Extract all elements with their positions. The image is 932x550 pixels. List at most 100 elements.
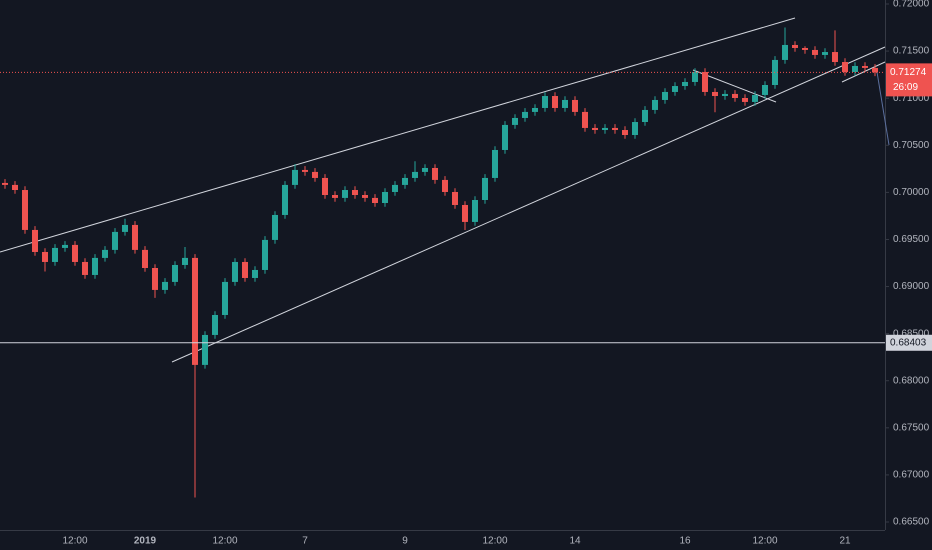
projection-line <box>876 71 890 146</box>
candle-body <box>232 261 238 282</box>
candle-body <box>142 249 148 268</box>
y-tick-label: 0.66500 <box>893 517 930 528</box>
candle-body <box>822 52 828 55</box>
candle-body <box>192 257 198 365</box>
candle-body <box>562 99 568 108</box>
candle-body <box>852 65 858 72</box>
candle-body <box>792 44 798 48</box>
candle-body <box>272 214 278 240</box>
y-tick-label: 0.67500 <box>893 422 930 433</box>
candle-body <box>662 91 668 100</box>
x-tick-label: 9 <box>402 536 408 547</box>
candle-body <box>762 84 768 95</box>
y-tick-label: 0.70000 <box>893 187 930 198</box>
candle-body <box>2 182 8 185</box>
candle-body <box>542 96 548 108</box>
candle-body <box>592 127 598 131</box>
candle-body <box>82 261 88 275</box>
candle-body <box>312 171 318 178</box>
candle-body <box>202 334 208 365</box>
y-tick-label: 0.68500 <box>893 328 930 339</box>
candle-body <box>742 97 748 102</box>
x-tick-label: 21 <box>839 536 851 547</box>
x-tick-label: 12:00 <box>62 536 87 547</box>
candle-body <box>482 177 488 200</box>
candle-body <box>102 249 108 258</box>
candle-body <box>282 184 288 215</box>
candle-body <box>872 67 878 73</box>
candle-body <box>752 94 758 102</box>
candle-body <box>32 229 38 252</box>
candle-body <box>832 52 838 63</box>
candle-body <box>552 96 558 108</box>
candle-body <box>22 190 28 230</box>
countdown-label: 26:09 <box>893 82 918 93</box>
candle-body <box>352 190 358 196</box>
trendlines <box>0 17 886 363</box>
y-tick-label: 0.67000 <box>893 470 930 481</box>
x-tick-label: 2019 <box>134 536 157 547</box>
candle-body <box>222 281 228 315</box>
candle-body <box>162 281 168 290</box>
candle-body <box>492 149 498 178</box>
candle-body <box>262 239 268 270</box>
candle-body <box>212 314 218 335</box>
candle-body <box>302 169 308 172</box>
candle-body <box>612 127 618 131</box>
y-tick-label: 0.71500 <box>893 46 930 57</box>
y-tick-label: 0.71000 <box>893 93 930 104</box>
current-price-box <box>886 63 932 97</box>
candle-body <box>432 167 438 180</box>
x-tick-label: 12:00 <box>212 536 237 547</box>
candle-body <box>322 177 328 196</box>
candle-body <box>452 191 458 205</box>
candle-body <box>632 122 638 136</box>
x-tick-label: 14 <box>569 536 581 547</box>
y-tick-label: 0.69000 <box>893 281 930 292</box>
candle-body <box>242 261 248 278</box>
candle-body <box>462 204 468 222</box>
candle-body <box>732 93 738 98</box>
candle-body <box>622 130 628 136</box>
candle-body <box>392 184 398 192</box>
candle-body <box>112 231 118 250</box>
candle-body <box>502 124 508 150</box>
y-tick-label: 0.72000 <box>893 0 930 10</box>
level-label-box <box>886 334 932 351</box>
candle-body <box>472 199 478 222</box>
candle-body <box>532 107 538 112</box>
candle-body <box>522 111 528 118</box>
candle-body <box>692 71 698 82</box>
candle-body <box>372 197 378 204</box>
candle-body <box>722 93 728 97</box>
wedge-line <box>841 61 886 83</box>
candle-body <box>712 91 718 97</box>
candle-body <box>42 251 48 262</box>
candle-body <box>122 224 128 232</box>
candle-body <box>52 247 58 262</box>
candle-body <box>172 264 178 282</box>
candle-body <box>12 184 18 191</box>
candle-body <box>362 195 368 198</box>
y-tick-label: 0.68000 <box>893 375 930 386</box>
candle-body <box>72 244 78 262</box>
candle-body <box>642 109 648 123</box>
current-price-label: 0.71274 <box>890 67 927 78</box>
candle-body <box>842 62 848 72</box>
candle-body <box>92 257 98 275</box>
candle-body <box>512 117 518 125</box>
candle-body <box>422 167 428 172</box>
x-tick-label: 12:00 <box>752 536 777 547</box>
candle-body <box>412 171 418 178</box>
y-tick-label: 0.70500 <box>893 140 930 151</box>
candle-body <box>802 47 808 50</box>
candle-body <box>442 179 448 192</box>
x-tick-label: 12:00 <box>482 536 507 547</box>
candle-body <box>782 44 788 60</box>
x-tick-label: 16 <box>679 536 691 547</box>
candle-body <box>152 267 158 290</box>
candle-body <box>582 111 588 128</box>
candle-body <box>342 190 348 198</box>
x-tick-label: 7 <box>302 536 308 547</box>
